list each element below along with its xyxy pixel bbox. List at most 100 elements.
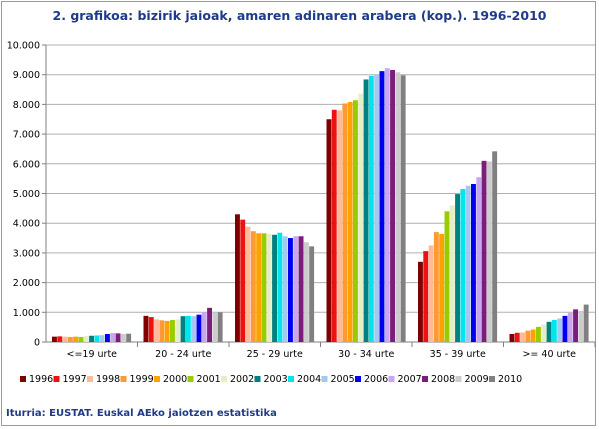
legend-swatch (53, 376, 60, 382)
bar (374, 74, 380, 342)
bar (379, 71, 385, 342)
bar (261, 233, 267, 342)
y-tick-label: 1.000 (13, 308, 40, 319)
legend-label: 2001 (197, 374, 221, 385)
bar (266, 233, 272, 342)
y-tick-label: 0 (34, 338, 40, 349)
bar (363, 79, 369, 342)
y-tick-label: 6.000 (13, 159, 40, 170)
bar (240, 219, 246, 342)
bar (256, 233, 262, 342)
legend-swatch (254, 376, 261, 382)
bar (105, 333, 110, 342)
bar (207, 307, 212, 342)
bar (164, 320, 170, 342)
bar (449, 205, 455, 342)
bar (395, 72, 401, 342)
bar (444, 211, 450, 342)
y-tick-label: 3.000 (13, 248, 40, 259)
bar (460, 189, 466, 342)
x-tick-label: 25 - 29 urte (247, 349, 303, 360)
legend-swatch (288, 376, 294, 382)
bar (481, 160, 487, 342)
y-tick-label: 10.000 (7, 41, 40, 52)
bar (99, 335, 105, 342)
bar (250, 231, 256, 342)
bar (309, 246, 315, 342)
legend-swatch (154, 376, 160, 382)
bar (455, 194, 460, 342)
bar (212, 312, 218, 342)
bar (520, 332, 525, 342)
x-tick-label: <=19 urte (66, 349, 117, 360)
bar (83, 336, 89, 342)
bar (562, 315, 568, 342)
legend-swatch (20, 376, 26, 382)
bar (185, 315, 191, 342)
y-tick-label: 7.000 (13, 130, 40, 141)
legend-label: 2003 (264, 374, 288, 385)
bar (353, 100, 358, 343)
y-tick-label: 5.000 (13, 189, 40, 200)
bar (347, 102, 353, 343)
bar (530, 329, 536, 342)
legend-swatch (120, 376, 127, 382)
bar (465, 185, 471, 342)
y-tick-label: 8.000 (13, 100, 40, 111)
legend-label: 2006 (364, 374, 388, 385)
bar (272, 234, 277, 342)
bar (180, 316, 186, 342)
chart-title: 2. grafikoa: bizirik jaioak, amaren adin… (52, 8, 547, 23)
legend-label: 1998 (96, 374, 120, 385)
bar (191, 316, 197, 342)
bar (573, 309, 578, 342)
legend-label: 2010 (498, 374, 522, 385)
bar (433, 232, 439, 342)
y-tick-label: 9.000 (13, 70, 40, 81)
legend-label: 2009 (465, 374, 489, 385)
bar (514, 332, 520, 342)
y-tick-label: 4.000 (13, 219, 40, 230)
bar (492, 151, 498, 342)
bar (326, 119, 332, 342)
bar (368, 75, 374, 342)
bar (476, 177, 482, 342)
bar (120, 333, 126, 342)
bar (89, 335, 94, 342)
bar (170, 320, 175, 342)
legend-label: 2007 (398, 374, 422, 385)
bar (175, 319, 181, 342)
bar (298, 236, 304, 342)
bar (331, 109, 337, 342)
legend-label: 1997 (63, 374, 87, 385)
bar (57, 336, 63, 342)
bar (67, 336, 73, 342)
x-tick-label: >= 40 urte (522, 349, 576, 360)
bar (557, 318, 563, 342)
bar (337, 110, 342, 342)
bar (400, 75, 406, 342)
legend-swatch (489, 376, 495, 382)
legend-label: 1999 (130, 374, 154, 385)
bar (342, 103, 348, 342)
x-tick-label: 35 - 39 urte (430, 349, 486, 360)
bar (509, 333, 515, 342)
bar (551, 320, 557, 342)
bar (110, 333, 116, 342)
bar (525, 330, 531, 342)
bar (154, 319, 159, 342)
bar (546, 321, 552, 342)
legend-swatch (422, 376, 428, 382)
bar (245, 226, 251, 342)
legend-swatch (388, 376, 395, 382)
bar (159, 320, 165, 342)
bar (52, 336, 57, 342)
bar (303, 242, 309, 342)
legend-swatch (187, 376, 194, 382)
bar (62, 336, 68, 342)
bar (78, 336, 84, 342)
bar (293, 236, 299, 342)
bar (536, 326, 541, 342)
